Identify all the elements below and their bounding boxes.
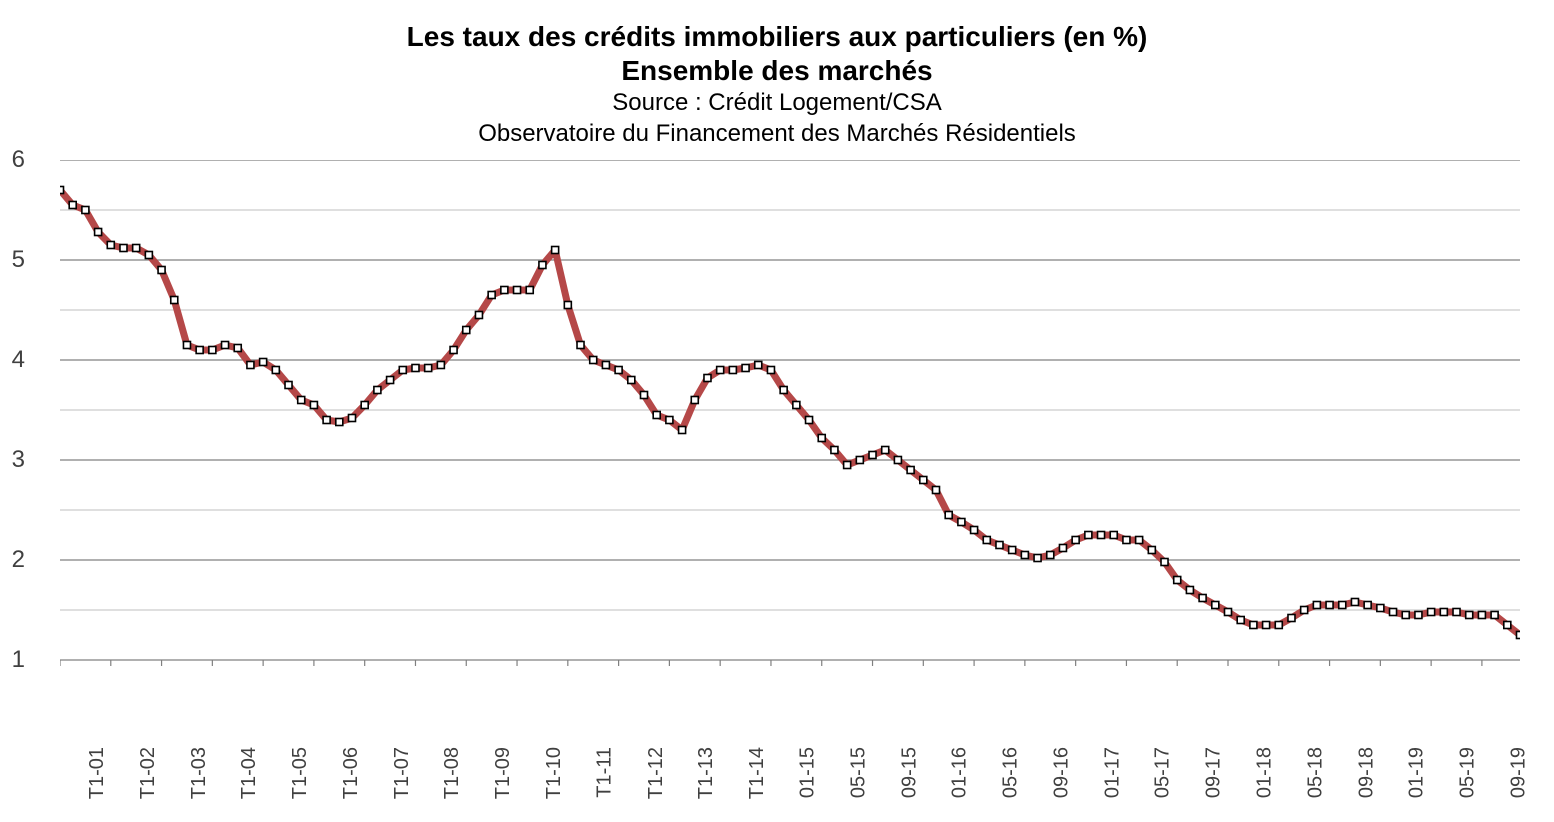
chart-title-block: Les taux des crédits immobiliers aux par… (20, 20, 1534, 150)
x-tick-label: 05-15 (847, 747, 870, 798)
y-tick-label: 4 (12, 346, 25, 374)
chart-title-line2: Ensemble des marchés (20, 54, 1534, 88)
x-tick-label: 01-19 (1406, 747, 1429, 798)
chart-subtitle-line1: Source : Crédit Logement/CSA (20, 87, 1534, 118)
x-tick-label: 05-19 (1457, 747, 1480, 798)
y-tick-label: 3 (12, 446, 25, 474)
x-tick-label: T1-14 (746, 747, 769, 799)
y-tick-label: 5 (12, 246, 25, 274)
x-tick-label: 05-17 (1152, 747, 1175, 798)
x-tick-label: T1-02 (137, 747, 160, 799)
x-tick-label: 09-17 (1203, 747, 1226, 798)
y-tick-label: 1 (12, 646, 25, 674)
x-tick-label: 01-17 (1101, 747, 1124, 798)
plot-area: 123456 T1-01T1-02T1-03T1-04T1-05T1-06T1-… (60, 160, 1534, 672)
x-tick-label: 09-18 (1355, 747, 1378, 798)
x-tick-label: 09-19 (1507, 747, 1530, 798)
x-tick-label: T1-06 (340, 747, 363, 799)
y-tick-label: 6 (12, 146, 25, 174)
x-tick-label: T1-08 (442, 747, 465, 799)
x-tick-label: T1-03 (188, 747, 211, 799)
x-tick-label: T1-05 (289, 747, 312, 799)
x-tick-label: T1-11 (593, 747, 616, 798)
x-tick-label: 09-15 (898, 747, 921, 798)
chart-svg (60, 160, 1520, 672)
x-tick-label: 01-16 (949, 747, 972, 798)
x-tick-label: T1-04 (238, 747, 261, 799)
x-tick-label: 01-15 (797, 747, 820, 798)
x-tick-label: 09-16 (1050, 747, 1073, 798)
x-tick-label: T1-10 (543, 747, 566, 799)
x-tick-label: T1-07 (391, 747, 414, 799)
x-tick-label: 05-18 (1304, 747, 1327, 798)
chart-container: Les taux des crédits immobiliers aux par… (20, 20, 1534, 802)
x-tick-label: 05-16 (1000, 747, 1023, 798)
x-tick-label: T1-13 (696, 747, 719, 799)
chart-subtitle-line2: Observatoire du Financement des Marchés … (20, 118, 1534, 149)
x-tick-label: T1-09 (492, 747, 515, 799)
x-tick-label: 01-18 (1254, 747, 1277, 798)
x-tick-label: T1-01 (86, 747, 109, 799)
y-tick-label: 2 (12, 546, 25, 574)
x-tick-label: T1-12 (645, 747, 668, 799)
chart-title-line1: Les taux des crédits immobiliers aux par… (20, 20, 1534, 54)
